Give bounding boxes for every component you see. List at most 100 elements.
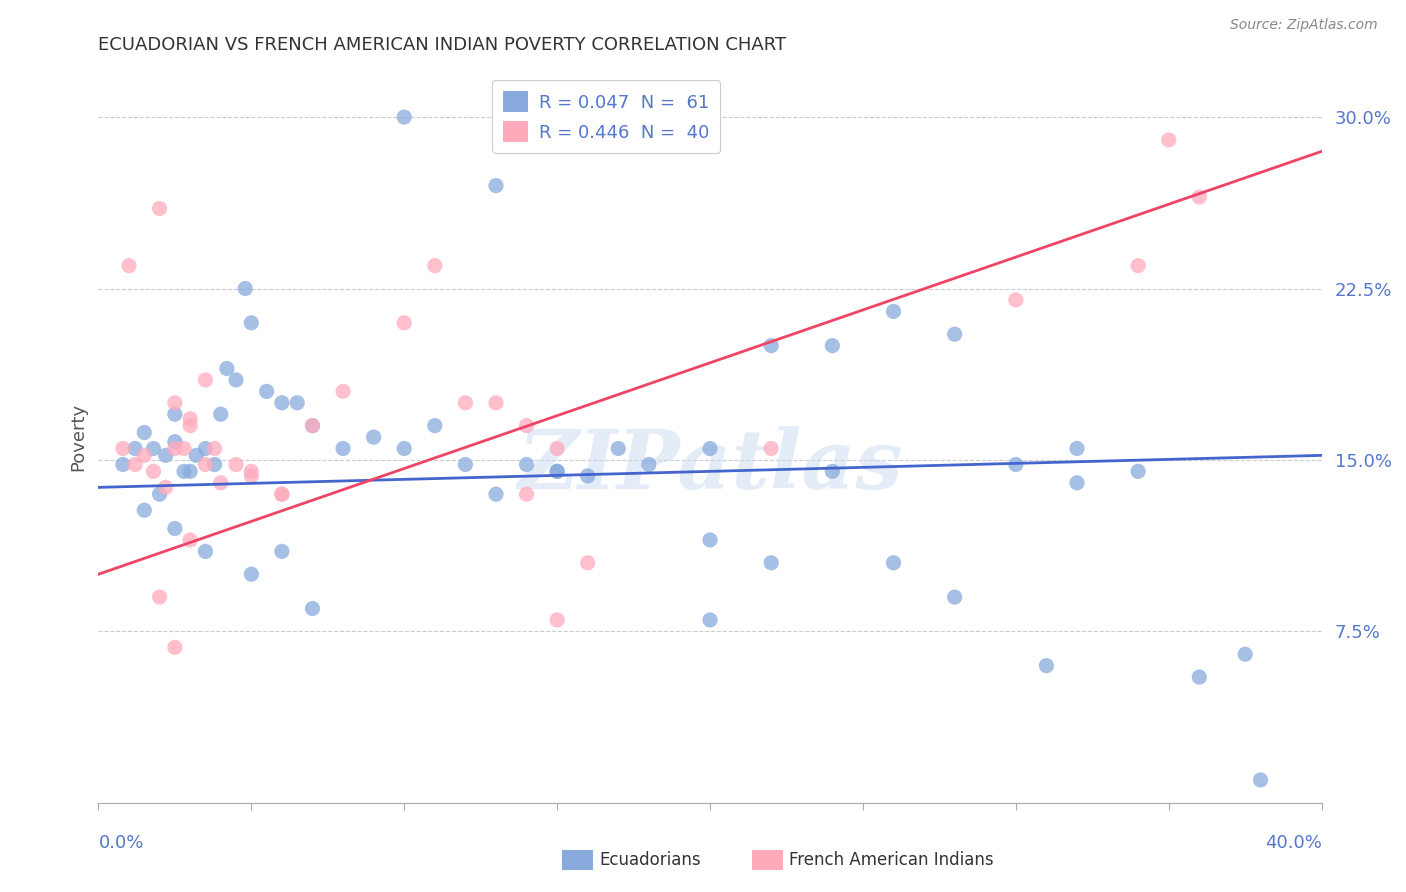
- Point: [194, 458, 217, 472]
- Point: [155, 449, 177, 463]
- Point: [485, 487, 508, 501]
- Point: [173, 464, 195, 478]
- Point: [173, 442, 195, 456]
- Point: [134, 425, 156, 440]
- Point: [163, 521, 186, 535]
- Point: [301, 601, 323, 615]
- Point: [225, 373, 247, 387]
- Point: [883, 556, 905, 570]
- Point: [301, 418, 323, 433]
- Point: [163, 434, 186, 449]
- Point: [179, 533, 201, 547]
- Point: [1249, 772, 1271, 787]
- Point: [546, 464, 568, 478]
- Point: [142, 442, 165, 456]
- Point: [179, 412, 201, 426]
- Text: ZIPatlas: ZIPatlas: [517, 426, 903, 507]
- Point: [163, 407, 186, 421]
- Point: [759, 442, 782, 456]
- Point: [699, 442, 721, 456]
- Point: [270, 487, 292, 501]
- Point: [179, 418, 201, 433]
- Point: [1004, 293, 1026, 307]
- Text: ECUADORIAN VS FRENCH AMERICAN INDIAN POVERTY CORRELATION CHART: ECUADORIAN VS FRENCH AMERICAN INDIAN POV…: [98, 36, 786, 54]
- Point: [134, 503, 156, 517]
- Point: [194, 373, 217, 387]
- Point: [142, 464, 165, 478]
- Point: [118, 259, 141, 273]
- Point: [485, 396, 508, 410]
- Point: [186, 449, 208, 463]
- Point: [149, 202, 172, 216]
- Point: [363, 430, 385, 444]
- Point: [124, 442, 146, 456]
- Point: [699, 613, 721, 627]
- Point: [454, 458, 477, 472]
- Point: [233, 281, 256, 295]
- Point: [392, 316, 416, 330]
- Legend: R = 0.047  N =  61, R = 0.446  N =  40: R = 0.047 N = 61, R = 0.446 N = 40: [492, 80, 720, 153]
- Point: [149, 487, 172, 501]
- Point: [270, 396, 292, 410]
- Point: [576, 469, 599, 483]
- Point: [392, 442, 416, 456]
- Point: [204, 442, 226, 456]
- Point: [209, 475, 232, 490]
- Point: [1066, 475, 1088, 490]
- Point: [546, 442, 568, 456]
- Point: [699, 533, 721, 547]
- Point: [485, 178, 508, 193]
- Point: [392, 110, 416, 124]
- Y-axis label: Poverty: Poverty: [69, 403, 87, 471]
- Point: [423, 259, 446, 273]
- Point: [215, 361, 238, 376]
- Point: [240, 469, 263, 483]
- Text: Ecuadorians: Ecuadorians: [599, 851, 700, 869]
- Point: [134, 449, 156, 463]
- Point: [209, 407, 232, 421]
- Point: [256, 384, 278, 399]
- Point: [1035, 658, 1057, 673]
- Point: [163, 640, 186, 655]
- Point: [240, 567, 263, 582]
- Point: [111, 442, 134, 456]
- Point: [759, 338, 782, 352]
- Point: [124, 458, 146, 472]
- Text: French American Indians: French American Indians: [789, 851, 994, 869]
- Point: [546, 613, 568, 627]
- Point: [204, 458, 226, 472]
- Point: [943, 590, 966, 604]
- Point: [1157, 133, 1180, 147]
- Point: [423, 418, 446, 433]
- Point: [163, 442, 186, 456]
- Point: [240, 316, 263, 330]
- Point: [1004, 458, 1026, 472]
- Point: [821, 338, 844, 352]
- Text: Source: ZipAtlas.com: Source: ZipAtlas.com: [1230, 18, 1378, 32]
- Point: [1234, 647, 1257, 661]
- Point: [270, 487, 292, 501]
- Point: [883, 304, 905, 318]
- Point: [301, 418, 323, 433]
- Point: [821, 464, 844, 478]
- Point: [285, 396, 308, 410]
- Point: [332, 384, 354, 399]
- Point: [516, 487, 538, 501]
- Point: [516, 418, 538, 433]
- Point: [1188, 190, 1211, 204]
- Point: [637, 458, 661, 472]
- Point: [111, 458, 134, 472]
- Point: [607, 442, 630, 456]
- Point: [454, 396, 477, 410]
- Point: [1066, 442, 1088, 456]
- Point: [943, 327, 966, 342]
- Point: [332, 442, 354, 456]
- Point: [179, 464, 201, 478]
- Point: [759, 556, 782, 570]
- Point: [1188, 670, 1211, 684]
- Point: [546, 464, 568, 478]
- Point: [576, 556, 599, 570]
- Point: [1128, 259, 1150, 273]
- Point: [194, 544, 217, 558]
- Point: [225, 458, 247, 472]
